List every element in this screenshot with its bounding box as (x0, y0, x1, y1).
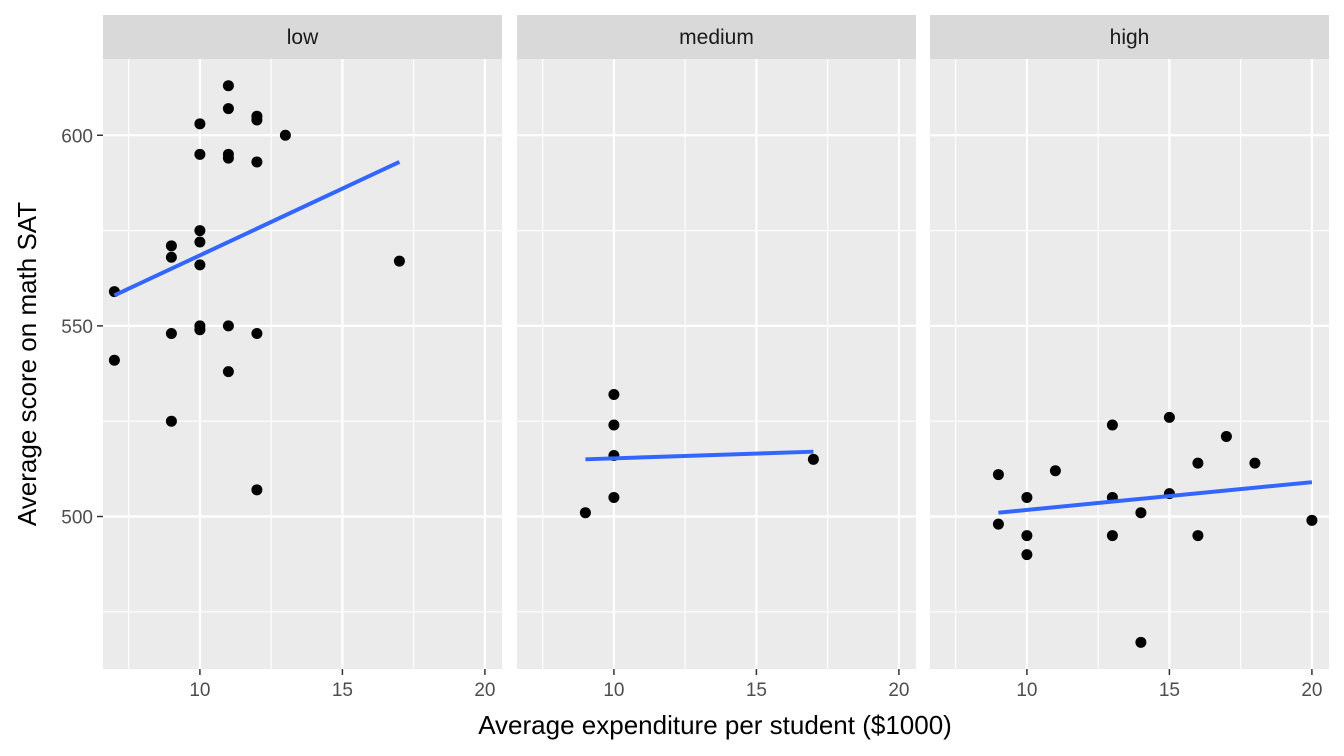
data-point (1021, 549, 1033, 561)
data-point (165, 328, 177, 339)
data-point (1306, 514, 1318, 526)
data-point (992, 469, 1004, 481)
data-point (1021, 530, 1033, 542)
x-tick-label: 10 (603, 680, 624, 701)
facet-strip-label: low (287, 26, 319, 49)
data-point (251, 328, 263, 339)
data-point (194, 259, 206, 271)
data-point (579, 507, 591, 519)
data-point (1192, 530, 1204, 542)
data-point (165, 240, 177, 252)
data-point (194, 225, 206, 237)
x-axis-title: Average expenditure per student ($1000) (478, 710, 952, 740)
data-point (251, 484, 263, 496)
facet-strip (103, 15, 502, 59)
data-point (1049, 465, 1061, 477)
data-point (194, 324, 206, 336)
data-point (1106, 419, 1118, 431)
data-point (279, 129, 291, 141)
data-point (165, 251, 177, 263)
data-point (108, 354, 120, 366)
data-point (608, 389, 620, 400)
data-point (1021, 491, 1033, 503)
data-point (608, 419, 620, 431)
panel-background (103, 59, 502, 669)
data-point (1163, 411, 1175, 423)
data-point (251, 156, 263, 168)
x-tick-label: 15 (332, 680, 353, 701)
data-point (608, 491, 620, 503)
facet-strip (930, 15, 1329, 59)
data-point (222, 320, 234, 332)
x-axis-low: 10 15 20 (189, 669, 495, 701)
data-point (393, 255, 405, 267)
data-point (251, 114, 263, 126)
data-point (194, 118, 206, 130)
data-point (1249, 457, 1261, 469)
data-point (1135, 636, 1147, 648)
data-point (222, 366, 234, 378)
facet-panel-high: high (930, 15, 1329, 669)
data-point (1106, 530, 1118, 542)
data-point (194, 148, 206, 160)
facet-strip-label: medium (679, 26, 754, 49)
x-tick-label: 15 (746, 680, 767, 701)
data-point (194, 236, 206, 248)
x-tick-label: 15 (1159, 680, 1180, 701)
x-tick-label: 10 (189, 680, 210, 701)
x-axes: 10 15 20 10 15 20 10 15 20 (189, 669, 1322, 701)
data-point (1192, 457, 1204, 469)
x-tick-label: 20 (888, 680, 909, 701)
data-point (165, 415, 177, 427)
data-point (992, 518, 1004, 530)
y-axis: 500 550 600 (61, 126, 103, 529)
trend-line (113, 160, 401, 298)
y-tick-label: 500 (61, 508, 93, 529)
y-tick-label: 600 (61, 126, 93, 147)
data-point (222, 80, 234, 92)
x-tick-label: 20 (1301, 680, 1322, 701)
facet-strip-label: high (1110, 26, 1150, 49)
data-point (1135, 507, 1147, 519)
x-axis-medium: 10 15 20 (603, 669, 909, 701)
x-tick-label: 20 (474, 680, 495, 701)
panels-layer: low medium high (103, 15, 1329, 669)
data-point (807, 453, 819, 465)
y-axis-title: Average score on math SAT (12, 202, 42, 526)
data-point (222, 103, 234, 115)
panel-background (930, 59, 1329, 669)
facet-panel-medium: medium (517, 15, 916, 669)
trend-line (998, 480, 1313, 515)
x-axis-high: 10 15 20 (1016, 669, 1322, 701)
facet-panel-low: low (103, 15, 502, 669)
trend-line (585, 449, 814, 462)
facet-strip (517, 15, 916, 59)
panel-background (517, 59, 916, 669)
y-tick-label: 550 (61, 317, 93, 338)
data-point (1220, 430, 1232, 442)
data-point (222, 152, 234, 164)
x-tick-label: 10 (1016, 680, 1037, 701)
